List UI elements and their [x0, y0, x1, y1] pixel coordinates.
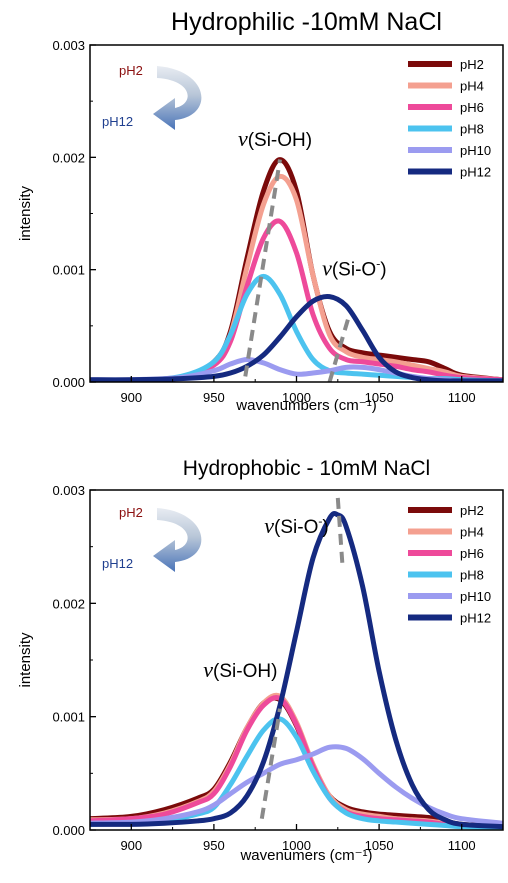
- annotation-text: (Si-O: [332, 259, 376, 280]
- chart-hydrophobic: Hydrophobic - 10mM NaCl 0.000 0.001 0.002 0.…: [17, 457, 504, 864]
- chart-hydrophilic: Hydrophilic -10mM NaCl 0.000 0.001 0.002 0.0…: [17, 8, 504, 414]
- nu-symbol: ν: [322, 255, 332, 280]
- y-axis-label: intensity: [17, 632, 34, 688]
- annotation-superscript: -: [318, 514, 322, 528]
- xtick-label: 1050: [365, 838, 394, 853]
- xtick-label: 1000: [282, 390, 311, 405]
- arrow-to-label: pH12: [102, 114, 133, 129]
- ytick-label: 0.003: [52, 483, 85, 498]
- xtick-label: 1000: [282, 838, 311, 853]
- legend-label-ph10: pH10: [460, 143, 491, 158]
- legend-label-ph4: pH4: [460, 525, 484, 540]
- dashed-guide-0: [243, 159, 282, 377]
- series-group: [90, 157, 503, 382]
- annotation-superscript: -: [376, 256, 380, 270]
- xtick-label: 900: [120, 390, 142, 405]
- legend-label-ph2: pH2: [460, 57, 484, 72]
- legend-label-ph12: pH12: [460, 165, 491, 180]
- xtick-label: 950: [203, 838, 225, 853]
- ytick-label: 0.002: [52, 596, 85, 611]
- legend-label-ph6: pH6: [460, 100, 484, 115]
- legend-label-ph12: pH12: [460, 611, 491, 626]
- ytick-label: 0.000: [52, 375, 85, 390]
- peak-annotation-1: ν(Si-OH): [203, 657, 277, 682]
- annotation-text: (Si-OH): [213, 661, 277, 682]
- annotation-text: (Si-O: [274, 517, 318, 538]
- annotation-close: ): [380, 259, 386, 280]
- annotation-close: ): [322, 517, 328, 538]
- legend: pH2 pH4 pH6 pH8 pH10 pH12: [408, 503, 491, 626]
- ytick-label: 0.002: [52, 150, 85, 165]
- plot-frame: [89, 489, 504, 831]
- series-line-ph6: [90, 218, 503, 382]
- dashed-guide-1: [259, 708, 282, 819]
- ytick-label: 0.003: [52, 38, 85, 53]
- legend-label-ph4: pH4: [460, 79, 484, 94]
- xtick-label: 900: [120, 838, 142, 853]
- legend-label-ph6: pH6: [460, 546, 484, 561]
- xtick-label: 1100: [448, 838, 476, 853]
- x-axis-label: wavenumers (cm⁻¹): [239, 847, 372, 864]
- x-axis-label: wavenumbers (cm⁻¹): [235, 397, 376, 414]
- annotation-text: (Si-OH): [248, 130, 312, 151]
- curved-arrow-icon: [153, 508, 202, 572]
- dashed-guide-0: [335, 497, 345, 570]
- arrow-from-label: pH2: [119, 63, 143, 78]
- xtick-label: 1050: [365, 390, 394, 405]
- legend-label-ph2: pH2: [460, 503, 484, 518]
- nu-symbol: ν: [238, 126, 248, 151]
- series-line-ph8: [90, 716, 503, 830]
- ytick-label: 0.000: [52, 823, 85, 838]
- nu-symbol: ν: [203, 657, 213, 682]
- peak-annotation-0: ν(Si-O-): [264, 513, 328, 538]
- ytick-label: 0.001: [52, 710, 85, 725]
- y-axis-label: intensity: [17, 185, 34, 241]
- series-line-ph12: [90, 293, 503, 382]
- ytick-label: 0.001: [52, 263, 85, 278]
- legend-label-ph8: pH8: [460, 568, 484, 583]
- nu-symbol: ν: [264, 513, 274, 538]
- arrow-from-label: pH2: [119, 505, 143, 520]
- series-line-ph12: [90, 510, 503, 830]
- ph-arrow: pH2 pH12: [102, 505, 202, 572]
- peak-annotation-0: ν(Si-OH): [238, 126, 312, 151]
- xtick-label: 1100: [448, 390, 476, 405]
- series-line-ph4: [90, 173, 503, 382]
- chart-title: Hydrophobic - 10mM NaCl: [183, 457, 430, 480]
- legend-label-ph10: pH10: [460, 589, 491, 604]
- ph-arrow: pH2 pH12: [102, 63, 202, 130]
- series-group: [90, 510, 503, 830]
- legend-label-ph8: pH8: [460, 122, 484, 137]
- arrow-to-label: pH12: [102, 556, 133, 571]
- dashed-guide-1: [327, 314, 352, 383]
- legend: pH2 pH4 pH6 pH8 pH10 pH12: [408, 57, 491, 180]
- curved-arrow-icon: [153, 66, 202, 130]
- chart-title: Hydrophilic -10mM NaCl: [171, 8, 442, 36]
- xtick-label: 950: [203, 390, 225, 405]
- peak-annotation-1: ν(Si-O-): [322, 255, 386, 280]
